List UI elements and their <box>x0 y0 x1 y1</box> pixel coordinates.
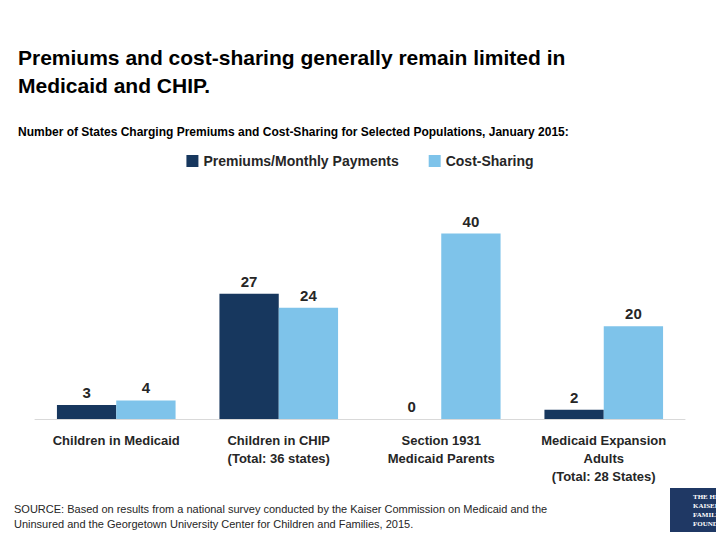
svg-text:Children in CHIP: Children in CHIP <box>227 433 330 448</box>
svg-text:4: 4 <box>142 379 151 396</box>
svg-text:27: 27 <box>241 273 258 290</box>
svg-text:SOURCE: Based on results from: SOURCE: Based on results from a national… <box>14 503 550 515</box>
svg-text:Number of States Charging Prem: Number of States Charging Premiums and C… <box>18 125 569 139</box>
svg-text:24: 24 <box>300 287 317 304</box>
svg-text:Medicaid Expansion: Medicaid Expansion <box>541 433 666 448</box>
svg-text:FOUNDATION: FOUNDATION <box>693 520 720 528</box>
svg-text:Children in Medicaid: Children in Medicaid <box>53 433 180 448</box>
svg-text:Adults: Adults <box>584 451 624 466</box>
svg-text:FAMILY: FAMILY <box>693 511 720 519</box>
svg-text:20: 20 <box>625 305 642 322</box>
svg-text:(Total: 36 states): (Total: 36 states) <box>228 451 330 466</box>
svg-text:2: 2 <box>570 389 578 406</box>
svg-text:THE HENRY J.: THE HENRY J. <box>693 493 720 501</box>
svg-text:Premiums/Monthly Payments: Premiums/Monthly Payments <box>203 153 398 169</box>
svg-text:KAISER: KAISER <box>693 502 720 510</box>
svg-text:3: 3 <box>82 384 90 401</box>
svg-text:Cost-Sharing: Cost-Sharing <box>446 153 534 169</box>
svg-text:Section 1931: Section 1931 <box>402 433 482 448</box>
svg-text:Uninsured and the Georgetown U: Uninsured and the Georgetown University … <box>14 518 413 530</box>
svg-text:Medicaid and CHIP.: Medicaid and CHIP. <box>18 74 210 97</box>
svg-text:(Total: 28 States): (Total: 28 States) <box>552 469 656 484</box>
svg-text:0: 0 <box>407 398 415 415</box>
svg-text:Premiums and cost-sharing gene: Premiums and cost-sharing generally rema… <box>18 46 571 69</box>
svg-text:40: 40 <box>463 213 480 230</box>
svg-text:Medicaid Parents: Medicaid Parents <box>388 451 495 466</box>
